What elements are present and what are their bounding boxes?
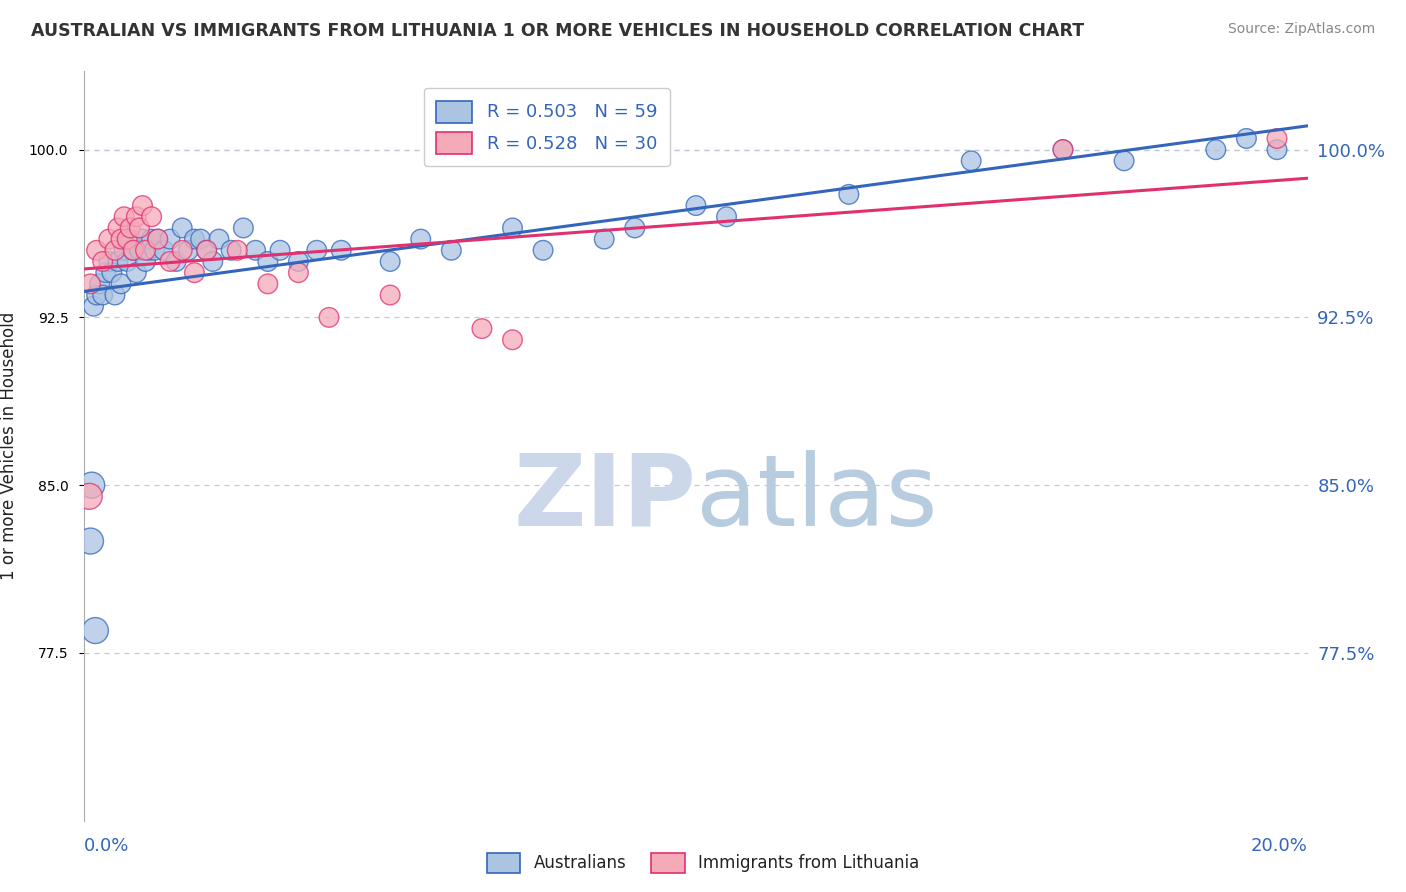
- Point: [122, 244, 145, 258]
- Point: [1205, 143, 1227, 157]
- Point: [110, 277, 132, 291]
- Text: 20.0%: 20.0%: [1251, 837, 1308, 855]
- Point: [177, 244, 200, 258]
- Point: [287, 266, 309, 280]
- Point: [380, 254, 402, 268]
- Point: [232, 221, 254, 235]
- Point: [107, 221, 129, 235]
- Point: [138, 244, 160, 258]
- Legend: R = 0.503   N = 59, R = 0.528   N = 30: R = 0.503 N = 59, R = 0.528 N = 30: [423, 88, 671, 166]
- Point: [115, 254, 138, 268]
- Point: [716, 210, 738, 224]
- Text: AUSTRALIAN VS IMMIGRANTS FROM LITHUANIA 1 OR MORE VEHICLES IN HOUSEHOLD CORRELAT: AUSTRALIAN VS IMMIGRANTS FROM LITHUANIA …: [31, 22, 1084, 40]
- Point: [120, 232, 142, 246]
- Point: [219, 244, 242, 258]
- Point: [84, 624, 107, 638]
- Text: ZIP: ZIP: [513, 450, 696, 547]
- Point: [120, 221, 142, 235]
- Point: [183, 232, 205, 246]
- Point: [245, 244, 267, 258]
- Point: [1265, 143, 1288, 157]
- Point: [128, 221, 150, 235]
- Point: [141, 210, 163, 224]
- Point: [531, 244, 554, 258]
- Point: [257, 254, 280, 268]
- Point: [257, 277, 280, 291]
- Point: [269, 244, 291, 258]
- Point: [104, 244, 127, 258]
- Point: [122, 244, 145, 258]
- Point: [79, 534, 101, 549]
- Point: [125, 266, 148, 280]
- Point: [97, 254, 120, 268]
- Point: [1265, 131, 1288, 145]
- Point: [104, 288, 127, 302]
- Point: [1052, 143, 1074, 157]
- Text: Source: ZipAtlas.com: Source: ZipAtlas.com: [1227, 22, 1375, 37]
- Point: [115, 232, 138, 246]
- Point: [838, 187, 860, 202]
- Point: [101, 266, 124, 280]
- Point: [146, 232, 169, 246]
- Point: [502, 221, 524, 235]
- Legend: Australians, Immigrants from Lithuania: Australians, Immigrants from Lithuania: [481, 847, 925, 880]
- Point: [1236, 131, 1258, 145]
- Point: [502, 333, 524, 347]
- Point: [960, 153, 983, 168]
- Point: [208, 232, 231, 246]
- Text: atlas: atlas: [696, 450, 938, 547]
- Point: [79, 277, 101, 291]
- Point: [91, 254, 114, 268]
- Point: [201, 254, 224, 268]
- Y-axis label: 1 or more Vehicles in Household: 1 or more Vehicles in Household: [0, 312, 18, 580]
- Point: [287, 254, 309, 268]
- Point: [172, 221, 194, 235]
- Point: [165, 254, 187, 268]
- Point: [305, 244, 328, 258]
- Point: [172, 244, 194, 258]
- Point: [1052, 143, 1074, 157]
- Point: [159, 254, 181, 268]
- Point: [125, 210, 148, 224]
- Point: [153, 244, 176, 258]
- Point: [107, 254, 129, 268]
- Point: [131, 198, 153, 212]
- Text: 0.0%: 0.0%: [84, 837, 129, 855]
- Point: [86, 244, 108, 258]
- Point: [135, 254, 157, 268]
- Point: [318, 310, 340, 325]
- Point: [110, 232, 132, 246]
- Point: [624, 221, 647, 235]
- Point: [112, 210, 135, 224]
- Point: [1114, 153, 1136, 168]
- Point: [440, 244, 463, 258]
- Point: [159, 232, 181, 246]
- Point: [190, 232, 212, 246]
- Point: [685, 198, 707, 212]
- Point: [83, 299, 105, 313]
- Point: [143, 244, 166, 258]
- Point: [89, 277, 111, 291]
- Point: [593, 232, 616, 246]
- Point: [195, 244, 218, 258]
- Point: [91, 288, 114, 302]
- Point: [141, 232, 163, 246]
- Point: [330, 244, 353, 258]
- Point: [195, 244, 218, 258]
- Point: [94, 266, 117, 280]
- Point: [86, 288, 108, 302]
- Point: [131, 232, 153, 246]
- Point: [183, 266, 205, 280]
- Point: [112, 244, 135, 258]
- Point: [380, 288, 402, 302]
- Point: [409, 232, 432, 246]
- Point: [146, 232, 169, 246]
- Point: [226, 244, 249, 258]
- Point: [128, 244, 150, 258]
- Point: [80, 478, 103, 492]
- Point: [135, 244, 157, 258]
- Point: [471, 321, 494, 335]
- Point: [97, 232, 120, 246]
- Point: [77, 489, 100, 503]
